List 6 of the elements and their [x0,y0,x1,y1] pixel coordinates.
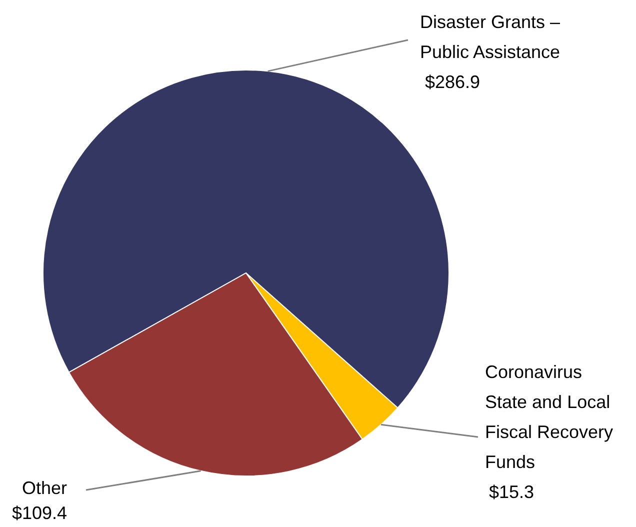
data-label: $109.4 [12,503,68,523]
data-label: $286.9 [425,72,480,92]
slice-label: Other [22,478,68,498]
data-label: $15.3 [489,482,534,502]
slice-label: Coronavirus State and Local Fiscal Recovery Funds [485,362,614,472]
slice-label: Disaster Grants – Public Assistance [420,12,560,62]
